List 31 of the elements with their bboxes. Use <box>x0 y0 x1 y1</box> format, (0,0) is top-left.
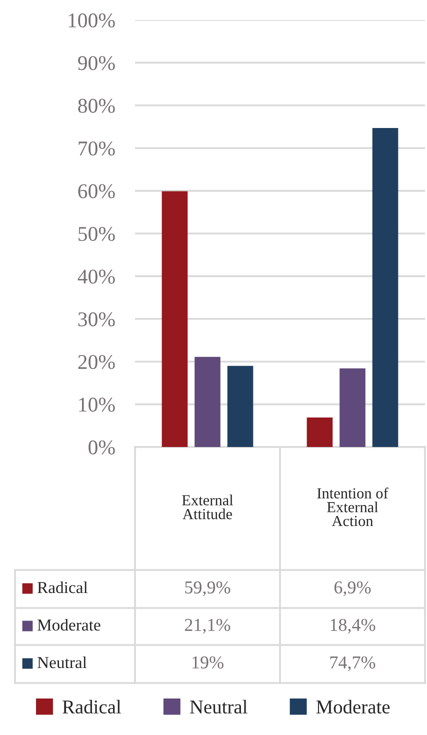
data-label: 18,4% <box>330 618 376 634</box>
y-tick-label: 0% <box>88 440 115 454</box>
y-tick-label: 100% <box>68 13 115 28</box>
legend-label: Moderate <box>316 700 390 714</box>
data-label: 59,9% <box>185 581 230 596</box>
y-tick-label: 70% <box>78 141 115 156</box>
y-tick-label: 20% <box>78 354 115 370</box>
y-tick-label: 10% <box>79 398 115 412</box>
y-tick-label: 40% <box>78 270 115 284</box>
bar <box>306 418 333 447</box>
y-tick-label: 60% <box>78 184 115 198</box>
x-tick-label: Intention of External Action <box>317 488 388 526</box>
bar <box>194 356 220 447</box>
data-label: 19% <box>192 656 224 669</box>
text: Neutral <box>37 656 87 668</box>
data-label: 74,7% <box>330 656 376 672</box>
data-label: 21,1% <box>184 618 230 634</box>
bar <box>340 368 366 447</box>
x-tick-label: External Attitude <box>182 494 234 520</box>
data-label: 6,9% <box>334 581 371 596</box>
bar <box>227 366 254 447</box>
y-tick-label: 30% <box>78 312 115 326</box>
y-tick-label: 90% <box>78 56 115 70</box>
legend-label: Radical <box>62 700 121 714</box>
text: Radical <box>37 581 88 594</box>
y-tick-label: 50% <box>78 226 115 241</box>
bar <box>162 191 188 447</box>
legend-label: Neutral <box>190 700 248 714</box>
y-tick-label: 80% <box>78 98 115 113</box>
text: Moderate <box>37 618 100 631</box>
bar <box>372 128 398 447</box>
